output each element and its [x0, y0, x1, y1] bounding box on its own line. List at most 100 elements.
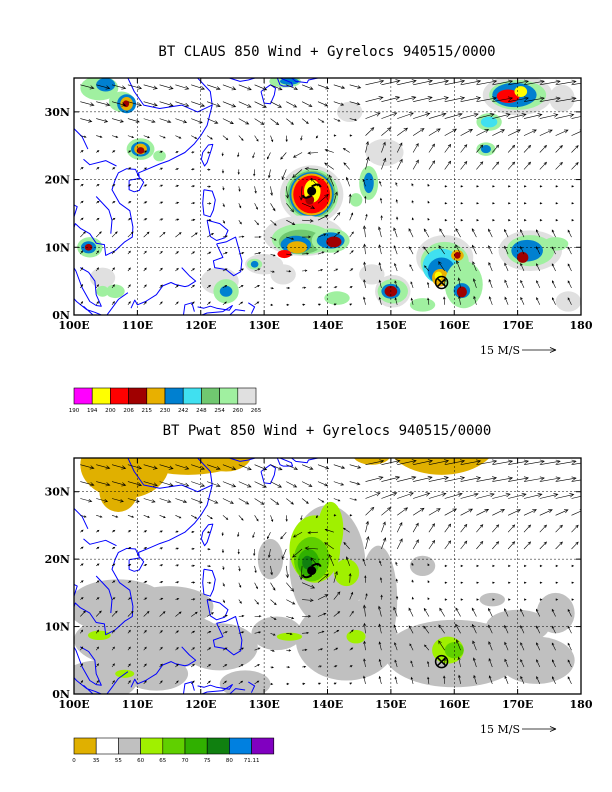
- x-tick-label: 130E: [248, 698, 279, 711]
- wind-vector: [508, 113, 527, 119]
- wind-vector: [80, 217, 84, 221]
- wind-vector: [343, 541, 350, 550]
- wind-vector: [444, 96, 466, 102]
- wind-vector: [80, 231, 86, 238]
- wind-vector: [571, 99, 581, 102]
- colorbar-label: 65: [159, 758, 166, 764]
- wind-vector: [222, 101, 237, 108]
- wind-vector: [520, 262, 525, 272]
- wind-vector: [159, 515, 166, 519]
- wind-vector: [281, 169, 287, 180]
- wind-vector: [270, 203, 276, 212]
- wind-vector: [95, 646, 100, 651]
- wind-vector: [143, 101, 158, 107]
- wind-vector: [476, 219, 480, 222]
- wind-vector: [488, 261, 493, 272]
- wind-vector: [555, 219, 559, 222]
- coastline: [290, 78, 320, 84]
- wind-vector: [206, 630, 212, 634]
- wind-vector: [476, 79, 498, 86]
- shaded-region: [365, 138, 404, 167]
- wind-vector: [96, 464, 111, 470]
- wind-vector: [238, 101, 252, 108]
- wind-vector: [551, 642, 556, 651]
- x-tick-label: 170E: [502, 698, 533, 711]
- wind-vector: [324, 528, 334, 533]
- wind-vector: [365, 127, 375, 136]
- wind-vector: [460, 598, 464, 601]
- wind-vector: [253, 548, 256, 557]
- wind-vector: [411, 200, 414, 204]
- wind-vector: [333, 303, 337, 306]
- wind-vector: [206, 118, 219, 124]
- wind-vector: [460, 185, 464, 188]
- wind-vector: [222, 235, 228, 238]
- wind-vector: [254, 186, 257, 194]
- wind-vector: [207, 581, 212, 584]
- wind-vector: [455, 623, 461, 634]
- coastline: [74, 104, 213, 307]
- wind-vector: [523, 459, 545, 465]
- wind-vector: [237, 532, 240, 538]
- y-tick-label: 0N: [52, 309, 70, 322]
- wind-vector: [222, 268, 228, 272]
- wind-vector: [455, 607, 461, 617]
- colorbar-swatch: [251, 737, 275, 755]
- coastline: [229, 309, 246, 315]
- wind-vector: [175, 611, 182, 617]
- wind-vector: [270, 515, 274, 523]
- shaded-region: [105, 284, 125, 299]
- typhoon-symbol-icon: [301, 574, 313, 579]
- wind-vector: [80, 646, 84, 651]
- wind-vector: [221, 169, 225, 174]
- coastline: [229, 688, 246, 694]
- wind-vector: [457, 656, 461, 668]
- wind-vector: [444, 598, 448, 601]
- wind-vector: [254, 203, 258, 210]
- wind-vector: [555, 541, 563, 550]
- wind-vector: [571, 564, 575, 568]
- wind-vector: [302, 682, 306, 685]
- wind-vector: [299, 186, 304, 201]
- wind-vector: [191, 564, 196, 567]
- wind-vector: [476, 161, 484, 170]
- wind-vector: [127, 250, 131, 255]
- wind-vector: [536, 297, 541, 305]
- wind-vector: [428, 539, 436, 550]
- coastline: [206, 219, 229, 241]
- wind-vector: [412, 159, 419, 170]
- wind-vector: [539, 129, 553, 136]
- wind-vector: [238, 235, 245, 238]
- wind-vector: [267, 532, 271, 540]
- wind-vector: [175, 232, 182, 238]
- wind-vector: [254, 599, 259, 605]
- wind-vector: [270, 464, 283, 471]
- wind-vector: [127, 530, 132, 533]
- wind-vector: [409, 264, 414, 272]
- wind-vector: [379, 577, 383, 583]
- wind-vector: [539, 144, 547, 153]
- wind-vector: [286, 286, 291, 290]
- wind-vector: [349, 682, 353, 685]
- wind-vector: [191, 515, 198, 519]
- wind-vector: [396, 538, 403, 550]
- wind-vector: [191, 647, 195, 651]
- wind-vector: [80, 464, 95, 470]
- wind-vector: [238, 84, 252, 91]
- wind-vector: [96, 166, 100, 170]
- x-tick-label: 170E: [502, 319, 533, 332]
- wind-vector: [80, 84, 95, 90]
- wind-vector: [427, 297, 430, 305]
- wind-vector: [571, 82, 581, 86]
- shaded-region: [409, 555, 436, 577]
- wind-vector: [317, 682, 322, 685]
- wind-vector: [111, 167, 116, 170]
- coastline: [276, 458, 294, 467]
- wind-vector: [394, 297, 398, 305]
- wind-vector: [143, 201, 148, 204]
- wind-vector: [410, 281, 414, 288]
- wind-vector: [349, 286, 353, 289]
- wind-vector: [270, 582, 276, 591]
- wind-vector: [523, 541, 532, 550]
- wind-vector: [523, 79, 545, 86]
